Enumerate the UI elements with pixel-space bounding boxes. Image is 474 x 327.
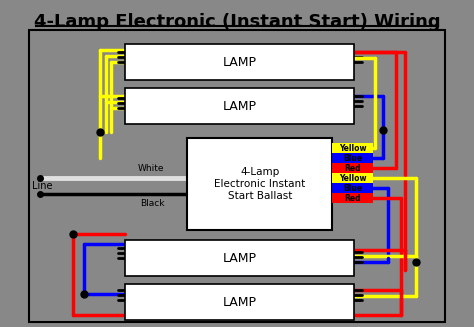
Text: 4-Lamp Electronic (Instant Start) Wiring: 4-Lamp Electronic (Instant Start) Wiring <box>34 13 440 31</box>
Text: Blue: Blue <box>343 184 362 193</box>
Text: 4-Lamp
Electronic Instant
Start Ballast: 4-Lamp Electronic Instant Start Ballast <box>214 167 306 200</box>
Text: LAMP: LAMP <box>223 296 257 308</box>
Bar <box>125 240 355 276</box>
Bar <box>332 173 373 183</box>
Text: Line: Line <box>32 181 52 191</box>
Bar <box>332 153 373 163</box>
Text: Red: Red <box>344 164 361 173</box>
Bar <box>29 30 445 322</box>
Bar <box>125 44 355 80</box>
Text: Red: Red <box>344 194 361 203</box>
Bar <box>332 143 373 153</box>
Text: LAMP: LAMP <box>223 251 257 265</box>
Text: LAMP: LAMP <box>223 56 257 68</box>
Text: Black: Black <box>140 199 164 208</box>
Bar <box>332 183 373 193</box>
Text: Yellow: Yellow <box>339 174 366 183</box>
Text: Blue: Blue <box>343 154 362 163</box>
Text: Yellow: Yellow <box>339 144 366 153</box>
Bar <box>125 88 355 124</box>
Text: LAMP: LAMP <box>223 99 257 112</box>
Bar <box>332 193 373 203</box>
Bar <box>332 163 373 173</box>
Bar <box>188 138 332 230</box>
Bar <box>125 284 355 320</box>
Text: White: White <box>138 164 164 173</box>
